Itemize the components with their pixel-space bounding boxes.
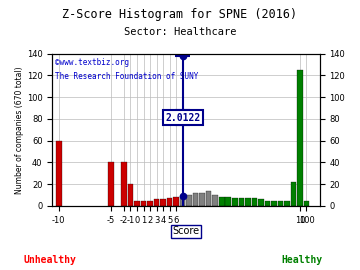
Bar bbox=[304, 201, 309, 206]
Bar bbox=[245, 198, 251, 206]
Bar bbox=[160, 200, 166, 206]
Bar bbox=[154, 200, 159, 206]
Bar bbox=[284, 201, 290, 206]
Bar bbox=[271, 201, 277, 206]
Text: Healthy: Healthy bbox=[282, 255, 323, 265]
Y-axis label: Number of companies (670 total): Number of companies (670 total) bbox=[15, 66, 24, 194]
Bar bbox=[147, 201, 153, 206]
Bar bbox=[121, 163, 127, 206]
Bar bbox=[167, 198, 172, 206]
Bar bbox=[56, 141, 62, 206]
Bar bbox=[206, 191, 211, 206]
X-axis label: Score: Score bbox=[172, 226, 199, 236]
Text: Z-Score Histogram for SPNE (2016): Z-Score Histogram for SPNE (2016) bbox=[62, 8, 298, 21]
Bar bbox=[186, 195, 192, 206]
Bar bbox=[232, 198, 238, 206]
Bar bbox=[108, 163, 114, 206]
Text: ©www.textbiz.org: ©www.textbiz.org bbox=[55, 58, 129, 67]
Bar bbox=[297, 70, 303, 206]
Bar bbox=[252, 198, 257, 206]
Bar bbox=[265, 201, 270, 206]
Text: Unhealthy: Unhealthy bbox=[24, 255, 77, 265]
Text: The Research Foundation of SUNY: The Research Foundation of SUNY bbox=[55, 72, 198, 81]
Bar bbox=[212, 195, 218, 206]
Bar bbox=[128, 184, 133, 206]
Bar bbox=[219, 197, 225, 206]
Bar bbox=[141, 201, 146, 206]
Bar bbox=[239, 198, 244, 206]
Text: Sector: Healthcare: Sector: Healthcare bbox=[124, 27, 236, 37]
Bar bbox=[225, 197, 231, 206]
Bar bbox=[180, 196, 185, 206]
Bar bbox=[173, 197, 179, 206]
Bar bbox=[193, 193, 198, 206]
Bar bbox=[278, 201, 283, 206]
Bar bbox=[291, 182, 296, 206]
Bar bbox=[258, 200, 264, 206]
Text: 2.0122: 2.0122 bbox=[165, 113, 200, 123]
Bar bbox=[134, 201, 140, 206]
Bar bbox=[199, 193, 205, 206]
